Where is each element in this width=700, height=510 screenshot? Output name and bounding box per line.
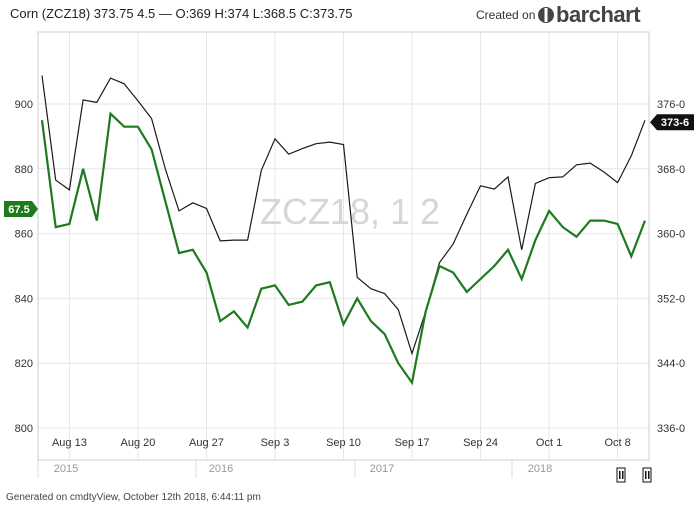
- brand-name: barchart: [556, 2, 641, 27]
- right-tick-label: 352-0: [657, 293, 685, 305]
- left-tick-label: 900: [15, 99, 33, 111]
- last-price-badge-label: 373-6: [661, 117, 689, 129]
- year-label: 2015: [54, 463, 78, 475]
- left-tick-label: 800: [15, 423, 33, 435]
- last-price-badge-shape: [650, 114, 694, 131]
- right-tick-label: 336-0: [657, 423, 685, 435]
- series-line-black: [41, 75, 646, 356]
- barchart-logo[interactable]: barchart: [538, 2, 641, 28]
- left-axis: 800 820 840 860 880 900: [15, 99, 33, 435]
- year-label: 2018: [528, 463, 552, 475]
- left-tick-label: 820: [15, 358, 33, 370]
- created-on-label: Created on: [476, 8, 536, 22]
- left-tick-label: 860: [15, 229, 33, 241]
- year-label: 2016: [209, 463, 233, 475]
- left-tick-label: 880: [15, 164, 33, 176]
- year-labels: 2015 2016 2017 2018: [54, 463, 552, 475]
- right-tick-label: 368-0: [657, 164, 685, 176]
- x-tick-label: Sep 24: [463, 437, 498, 449]
- year-label: 2017: [370, 463, 394, 475]
- x-tick-label: Sep 10: [326, 437, 361, 449]
- last-price-badge: 373-6: [650, 114, 694, 131]
- green-series-badge-label: 67.5: [8, 204, 29, 216]
- right-tick-label: 344-0: [657, 358, 685, 370]
- chart-header: Corn (ZCZ18) 373.75 4.5 — O:369 H:374 L:…: [0, 0, 700, 30]
- left-tick-label: 840: [15, 293, 33, 305]
- x-tick-label: Aug 13: [52, 437, 87, 449]
- x-tick-label: Sep 17: [395, 437, 430, 449]
- barchart-logo-icon: [538, 7, 554, 23]
- chart-grid: [37, 32, 649, 478]
- green-series-badge-shape: [4, 201, 38, 217]
- x-tick-label: Aug 27: [189, 437, 224, 449]
- right-tick-label: 376-0: [657, 99, 685, 111]
- x-axis: Aug 13 Aug 20 Aug 27 Sep 3 Sep 10 Sep 17 Sep 2…: [52, 437, 631, 449]
- x-tick-label: Aug 20: [120, 437, 155, 449]
- green-series-badge: 67.5: [4, 201, 38, 217]
- x-tick-label: Oct 8: [604, 437, 630, 449]
- series-line-green: [40, 111, 647, 386]
- symbol-quote-line: Corn (ZCZ18) 373.75 4.5 — O:369 H:374 L:…: [10, 6, 353, 21]
- scroller-handle-left[interactable]: [616, 467, 626, 483]
- right-axis: 336-0 344-0 352-0 360-0 368-0 376-0: [657, 99, 685, 435]
- x-tick-label: Oct 1: [536, 437, 562, 449]
- scroller-handle-right[interactable]: [642, 467, 652, 483]
- right-tick-label: 360-0: [657, 229, 685, 241]
- generated-footer: Generated on cmdtyView, October 12th 201…: [6, 492, 261, 503]
- x-tick-label: Sep 3: [261, 437, 290, 449]
